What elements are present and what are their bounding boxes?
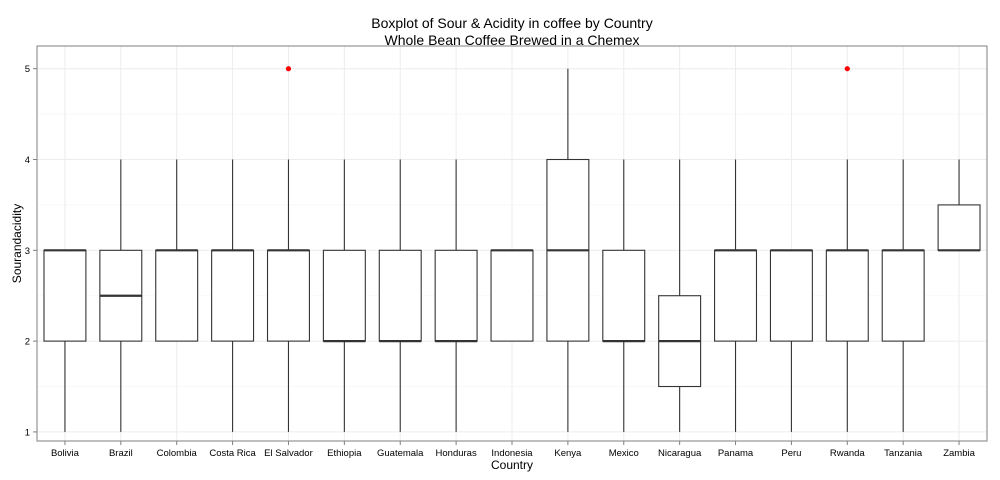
box-iqr	[825, 249, 869, 342]
box-iqr	[43, 249, 87, 342]
box-group	[490, 249, 534, 342]
box-group	[546, 68, 590, 432]
box-group	[378, 159, 422, 432]
box-group	[99, 159, 143, 432]
grid-lines	[37, 46, 987, 441]
box-iqr	[937, 204, 981, 251]
box-iqr	[714, 249, 758, 342]
box-iqr	[602, 249, 646, 342]
x-axis: Bolivia Brazil Colombia Costa Rica El Salvad…	[51, 441, 976, 459]
x-tick-label: Brazil	[109, 448, 133, 459]
y-tick-label: 5	[25, 64, 30, 75]
x-tick-label: Rwanda	[830, 448, 866, 459]
x-tick-label: Mexico	[609, 448, 639, 459]
box-group	[322, 159, 366, 432]
box-group	[602, 159, 646, 432]
box-group	[155, 159, 199, 342]
box-group	[43, 249, 87, 432]
box-group	[266, 66, 310, 432]
y-tick-label: 1	[25, 427, 30, 438]
outlier-point	[285, 66, 292, 72]
box-iqr	[378, 249, 422, 342]
box-iqr	[155, 249, 199, 342]
box-group	[714, 159, 758, 432]
x-tick-label: Costa Rica	[209, 448, 256, 459]
y-tick-label: 4	[25, 155, 30, 166]
box-group	[937, 159, 981, 252]
x-tick-label: Tanzania	[884, 448, 923, 459]
box-iqr	[322, 249, 366, 342]
x-axis-title: Country	[491, 458, 533, 472]
x-tick-label: Peru	[781, 448, 801, 459]
y-axis: 1 2 3 4 5	[25, 64, 37, 438]
x-tick-label: Bolivia	[51, 448, 80, 459]
box-group	[881, 159, 925, 432]
box-group	[825, 66, 869, 432]
x-tick-label: Panama	[718, 448, 754, 459]
x-tick-label: Kenya	[554, 448, 582, 459]
box-iqr	[881, 249, 925, 342]
x-tick-label: Indonesia	[491, 448, 533, 459]
box-group	[211, 159, 255, 432]
x-tick-label: Ethiopia	[327, 448, 362, 459]
box-group	[434, 159, 478, 432]
outlier-point	[844, 66, 850, 72]
x-tick-label: Nicaragua	[658, 448, 702, 459]
x-tick-label: El Salvador	[264, 448, 313, 459]
x-tick-label: Zambia	[943, 448, 975, 459]
y-axis-title: Sourandacidity	[10, 204, 24, 283]
box-iqr	[769, 249, 813, 342]
x-tick-label: Guatemala	[377, 448, 424, 459]
box-iqr	[434, 249, 478, 342]
y-tick-label: 3	[25, 246, 30, 257]
box-group	[769, 249, 813, 432]
box-iqr	[266, 249, 310, 342]
chart-title: Boxplot of Sour & Acidity in coffee by C…	[371, 15, 652, 31]
box-group	[658, 159, 702, 432]
box-iqr	[211, 249, 255, 342]
y-tick-label: 2	[25, 337, 30, 348]
x-tick-label: Colombia	[157, 448, 198, 459]
boxes-layer	[43, 66, 981, 432]
box-iqr	[490, 249, 534, 342]
chart-subtitle: Whole Bean Coffee Brewed in a Chemex	[385, 32, 640, 48]
x-tick-label: Honduras	[436, 448, 477, 459]
